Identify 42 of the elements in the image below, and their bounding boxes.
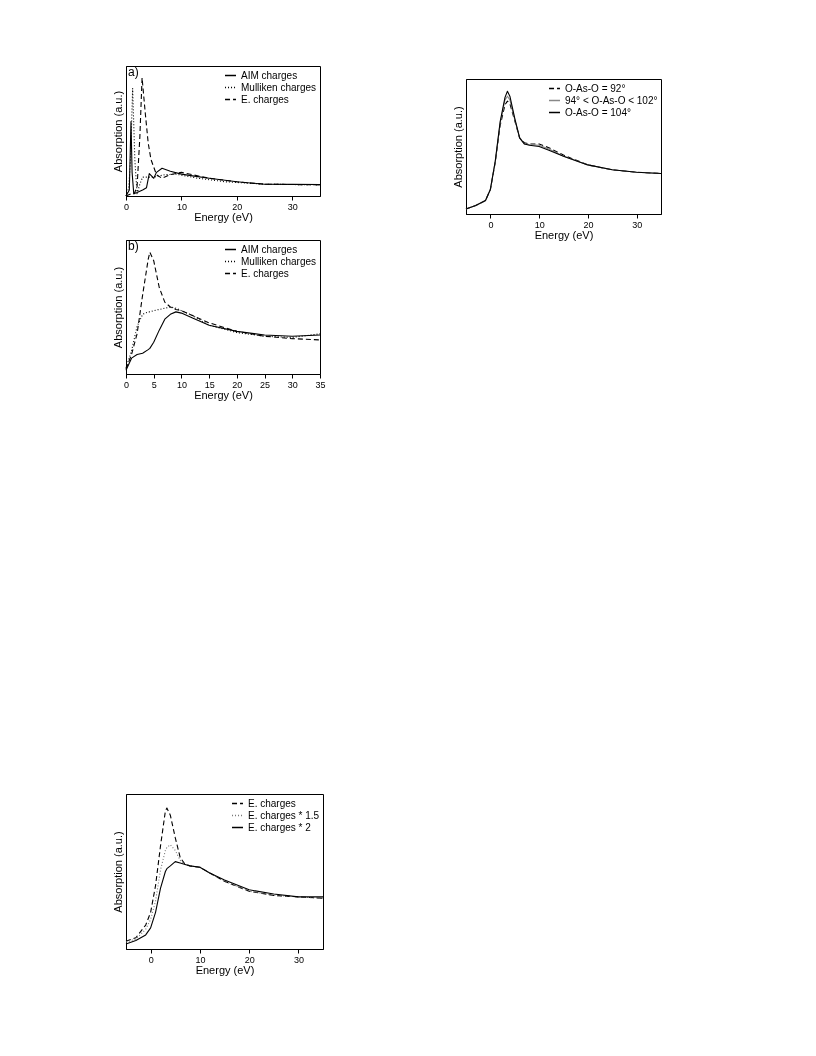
x-tick-label: 0 (488, 219, 494, 230)
legend-label: E. charges * 2 (248, 821, 312, 833)
legend-label: AIM charges (241, 69, 298, 81)
x-axis-title: Energy (eV) (194, 388, 253, 401)
text: b) (128, 239, 139, 253)
x-tick-label: 30 (287, 379, 298, 390)
y-axis-title: Absorption (a.u.) (111, 831, 124, 913)
x-tick-label: 10 (176, 201, 187, 212)
legend-label: O-As-O = 104° (565, 106, 631, 118)
y-axis-title: Absorption (a.u.) (451, 106, 464, 188)
x-tick-label: 30 (632, 219, 643, 230)
x-axis-title: Energy (eV) (194, 210, 253, 223)
x-tick-label: 10 (195, 954, 206, 965)
legend-label: E. charges (241, 93, 289, 105)
y-axis-title: Absorption (a.u.) (111, 90, 124, 173)
x-tick-label: 30 (287, 201, 298, 212)
x-axis-title: Energy (eV) (195, 963, 255, 976)
legend-label: Mulliken charges (241, 255, 317, 267)
x-tick-label: 20 (244, 954, 255, 965)
x-tick-label: 20 (232, 201, 243, 212)
legend-label: AIM charges (241, 243, 298, 255)
x-tick-label: 20 (232, 379, 243, 390)
x-tick-label: 10 (176, 379, 187, 390)
x-tick-label: 0 (123, 379, 130, 390)
x-tick-label: 15 (204, 379, 215, 390)
x-tick-label: 5 (151, 379, 157, 390)
x-tick-label: 20 (583, 219, 594, 230)
legend-label: E. charges (241, 267, 289, 279)
x-tick-label: 0 (148, 954, 154, 965)
x-tick-label: 35 (315, 379, 326, 390)
legend-label: O-As-O = 92° (565, 82, 626, 94)
x-tick-label: 30 (293, 954, 304, 965)
legend-label: Mulliken charges (241, 81, 317, 93)
y-axis-title: Absorption (a.u.) (111, 266, 124, 349)
x-axis-title: Energy (eV) (534, 228, 594, 241)
x-tick-label: 10 (534, 219, 545, 230)
x-tick-label: 0 (123, 201, 130, 212)
annotation: a) (128, 65, 139, 79)
legend-label: E. charges (248, 797, 296, 809)
legend-label: E. charges * 1.5 (248, 809, 320, 821)
x-tick-label: 25 (260, 379, 271, 390)
legend-label: 94° < O-As-O < 102° (565, 94, 658, 106)
